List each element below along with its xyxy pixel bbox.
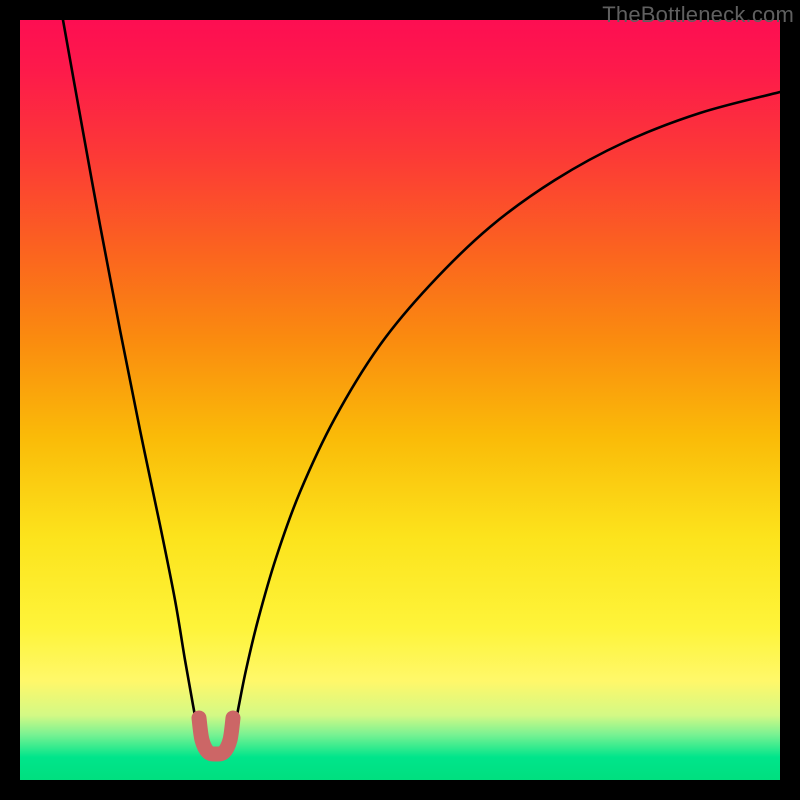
bottleneck-chart: TheBottleneck.com bbox=[0, 0, 800, 800]
chart-svg bbox=[0, 0, 800, 800]
